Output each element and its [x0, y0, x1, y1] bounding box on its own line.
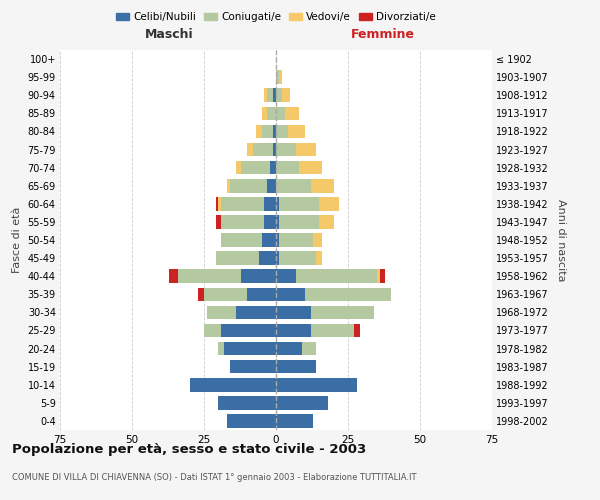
- Y-axis label: Fasce di età: Fasce di età: [12, 207, 22, 273]
- Bar: [276, 324, 311, 338]
- Bar: [241, 270, 276, 283]
- Bar: [218, 197, 221, 210]
- Bar: [218, 396, 276, 409]
- Bar: [273, 142, 276, 156]
- Bar: [207, 306, 236, 319]
- Bar: [276, 270, 296, 283]
- Bar: [313, 233, 322, 247]
- Bar: [178, 270, 241, 283]
- Bar: [276, 306, 311, 319]
- Bar: [276, 88, 282, 102]
- Legend: Celibi/Nubili, Coniugati/e, Vedovi/e, Divorziati/e: Celibi/Nubili, Coniugati/e, Vedovi/e, Di…: [112, 8, 440, 26]
- Bar: [204, 288, 247, 301]
- Bar: [302, 342, 316, 355]
- Bar: [265, 197, 276, 210]
- Bar: [276, 252, 279, 265]
- Bar: [276, 179, 311, 192]
- Bar: [169, 270, 178, 283]
- Bar: [253, 142, 273, 156]
- Bar: [247, 288, 276, 301]
- Bar: [241, 161, 270, 174]
- Text: Femmine: Femmine: [350, 28, 415, 41]
- Bar: [204, 324, 221, 338]
- Bar: [276, 142, 296, 156]
- Text: Maschi: Maschi: [145, 28, 194, 41]
- Bar: [227, 414, 276, 428]
- Text: Popolazione per età, sesso e stato civile - 2003: Popolazione per età, sesso e stato civil…: [12, 442, 366, 456]
- Bar: [268, 179, 276, 192]
- Bar: [247, 142, 253, 156]
- Bar: [218, 342, 224, 355]
- Bar: [221, 324, 276, 338]
- Bar: [221, 233, 262, 247]
- Bar: [377, 270, 380, 283]
- Bar: [215, 252, 259, 265]
- Bar: [268, 88, 273, 102]
- Bar: [273, 88, 276, 102]
- Bar: [276, 233, 279, 247]
- Y-axis label: Anni di nascita: Anni di nascita: [556, 198, 566, 281]
- Bar: [215, 197, 218, 210]
- Bar: [319, 197, 340, 210]
- Bar: [311, 324, 354, 338]
- Text: COMUNE DI VILLA DI CHIAVENNA (SO) - Dati ISTAT 1° gennaio 2003 - Elaborazione TU: COMUNE DI VILLA DI CHIAVENNA (SO) - Dati…: [12, 472, 416, 482]
- Bar: [268, 106, 276, 120]
- Bar: [190, 378, 276, 392]
- Bar: [276, 70, 279, 84]
- Bar: [354, 324, 359, 338]
- Bar: [227, 179, 230, 192]
- Bar: [276, 288, 305, 301]
- Bar: [221, 197, 265, 210]
- Bar: [262, 233, 276, 247]
- Bar: [259, 252, 276, 265]
- Bar: [380, 270, 385, 283]
- Bar: [265, 88, 268, 102]
- Bar: [287, 124, 305, 138]
- Bar: [262, 106, 268, 120]
- Bar: [262, 124, 273, 138]
- Bar: [265, 215, 276, 228]
- Bar: [279, 252, 316, 265]
- Bar: [276, 360, 316, 374]
- Bar: [236, 306, 276, 319]
- Bar: [236, 161, 241, 174]
- Bar: [276, 161, 299, 174]
- Bar: [224, 342, 276, 355]
- Bar: [311, 179, 334, 192]
- Bar: [319, 215, 334, 228]
- Bar: [279, 197, 319, 210]
- Bar: [284, 106, 299, 120]
- Bar: [279, 233, 313, 247]
- Bar: [279, 70, 282, 84]
- Bar: [282, 88, 290, 102]
- Bar: [198, 288, 204, 301]
- Bar: [276, 342, 302, 355]
- Bar: [279, 215, 319, 228]
- Bar: [230, 360, 276, 374]
- Bar: [230, 179, 268, 192]
- Bar: [305, 288, 391, 301]
- Bar: [276, 124, 287, 138]
- Bar: [316, 252, 322, 265]
- Bar: [221, 215, 265, 228]
- Bar: [276, 414, 313, 428]
- Bar: [276, 215, 279, 228]
- Bar: [276, 106, 284, 120]
- Bar: [276, 396, 328, 409]
- Bar: [270, 161, 276, 174]
- Bar: [276, 197, 279, 210]
- Bar: [299, 161, 322, 174]
- Bar: [296, 270, 377, 283]
- Bar: [296, 142, 316, 156]
- Bar: [215, 215, 221, 228]
- Bar: [273, 124, 276, 138]
- Bar: [311, 306, 374, 319]
- Bar: [276, 378, 356, 392]
- Bar: [256, 124, 262, 138]
